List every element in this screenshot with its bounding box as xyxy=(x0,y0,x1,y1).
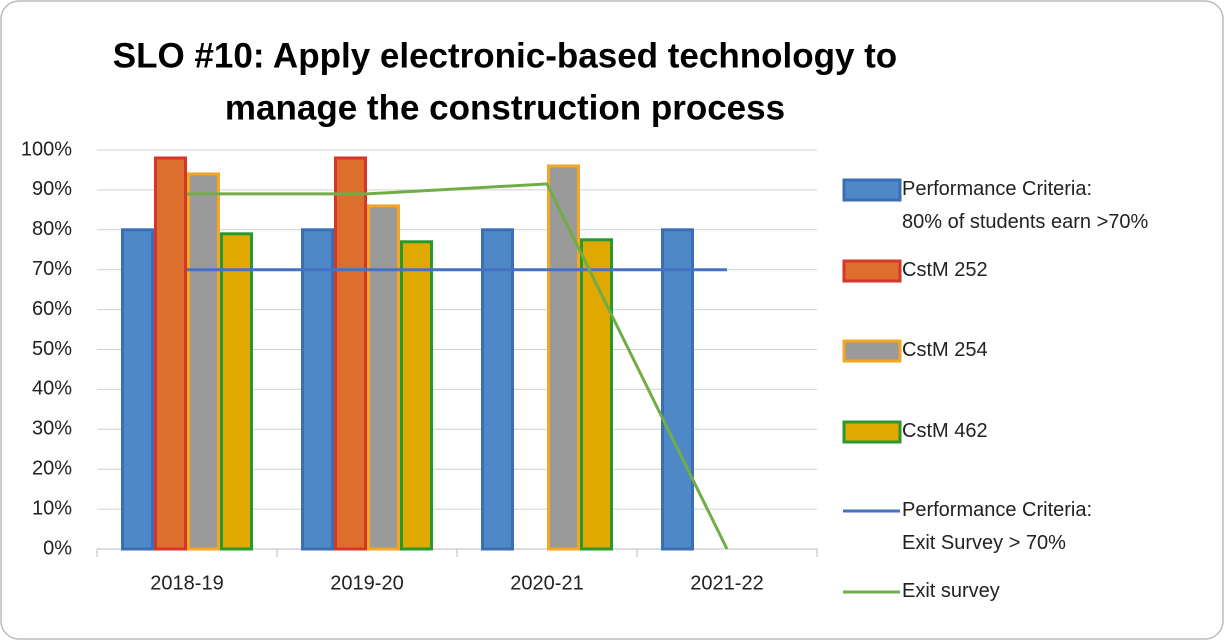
legend-swatch xyxy=(842,178,902,202)
bar xyxy=(661,228,694,551)
bar xyxy=(367,204,400,551)
x-tick-label: 2021-22 xyxy=(690,572,763,594)
y-tick-label: 60% xyxy=(32,298,72,320)
legend-swatch xyxy=(842,420,902,444)
y-tick-label: 40% xyxy=(32,378,72,400)
line-series xyxy=(187,182,729,550)
bar xyxy=(301,228,334,551)
chart-title: manage the construction process xyxy=(225,88,785,127)
legend-swatch xyxy=(842,339,902,363)
legend-label: Exit survey xyxy=(902,580,1000,602)
legend-label: CstM 252 xyxy=(902,259,988,281)
bar xyxy=(121,228,154,551)
bar xyxy=(481,228,514,551)
legend-label: Performance Criteria: Exit Survey > 70% xyxy=(902,499,1093,554)
bar xyxy=(547,164,580,551)
bar xyxy=(154,156,187,551)
legend-swatch xyxy=(842,259,902,283)
x-tick-label: 2018-19 xyxy=(150,572,223,594)
legend-label: CstM 462 xyxy=(902,420,988,442)
y-tick-label: 10% xyxy=(32,497,72,519)
y-tick-label: 80% xyxy=(32,218,72,240)
chart-title: SLO #10: Apply electronic-based technolo… xyxy=(113,36,897,75)
y-tick-label: 20% xyxy=(32,457,72,479)
bar xyxy=(187,172,220,551)
bar xyxy=(334,156,367,551)
bar xyxy=(580,238,613,551)
y-tick-label: 0% xyxy=(43,537,72,559)
y-tick-label: 30% xyxy=(32,418,72,440)
x-tick-label: 2019-20 xyxy=(330,572,403,594)
y-tick-label: 100% xyxy=(21,138,72,160)
legend-label: Performance Criteria: 80% of students ea… xyxy=(902,178,1149,233)
x-tick-label: 2020-21 xyxy=(510,572,583,594)
bar xyxy=(400,240,433,551)
y-tick-label: 50% xyxy=(32,338,72,360)
bar xyxy=(220,232,253,551)
y-tick-label: 90% xyxy=(32,178,72,200)
legend-label: CstM 254 xyxy=(902,339,988,361)
y-tick-label: 70% xyxy=(32,258,72,280)
